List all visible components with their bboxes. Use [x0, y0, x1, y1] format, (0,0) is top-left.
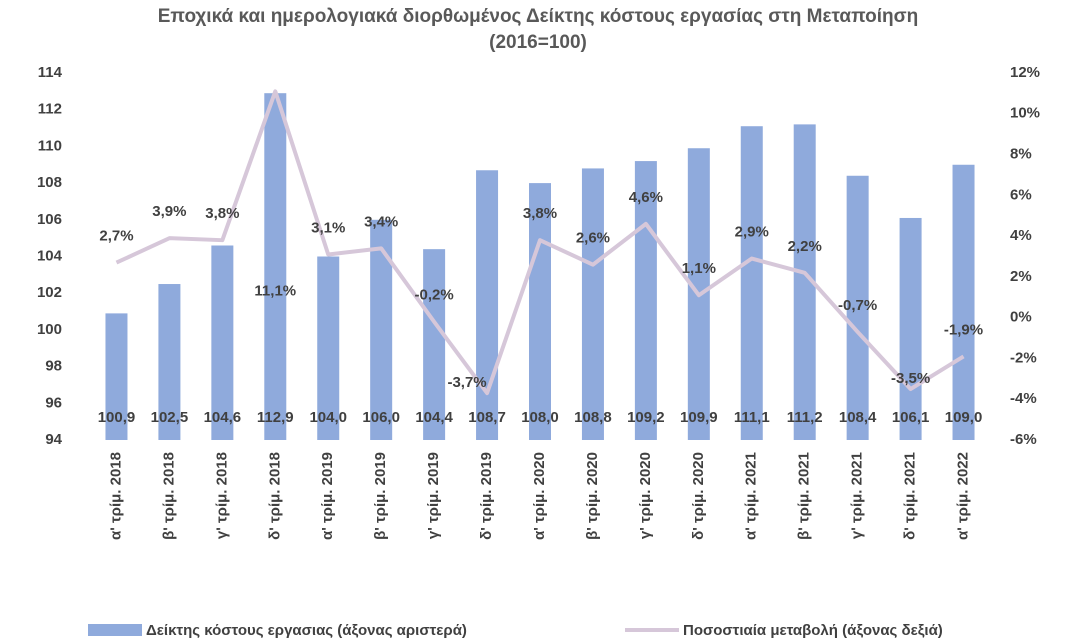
bar	[793, 124, 816, 440]
bar-value-label: 108,8	[574, 409, 612, 426]
x-tick-label: β' τρίμ. 2018	[160, 452, 177, 540]
bar-value-label: 106,1	[892, 409, 930, 426]
x-tick-label: α' τρίμ. 2020	[531, 452, 548, 540]
legend-label: Δείκτης κόστους εργασιας (άξονας αριστερ…	[146, 622, 467, 639]
bar	[158, 284, 181, 440]
y-tick-label: 104	[37, 247, 63, 264]
bar	[899, 217, 922, 440]
legend-swatch	[88, 624, 142, 636]
line	[115, 89, 965, 396]
bar	[317, 256, 340, 440]
x-tick-label: α' τρίμ. 2019	[319, 452, 336, 540]
bar	[529, 183, 551, 440]
line-value-label: -0,2%	[415, 287, 454, 304]
line-value-label: -1,9%	[944, 321, 983, 338]
y-tick-label: 106	[37, 211, 62, 228]
line-value-label: 2,9%	[735, 224, 769, 241]
bar-value-label: 111,1	[734, 409, 770, 426]
bar-value-label: 109,9	[680, 409, 718, 426]
y-tick-label: 100	[37, 321, 62, 338]
line-value-label: -3,5%	[891, 370, 930, 387]
y2-tick-label: 12%	[1010, 64, 1040, 81]
y-tick-label: 94	[45, 431, 62, 448]
line-value-label: 2,7%	[99, 228, 133, 245]
line-value-label: 3,8%	[523, 205, 557, 222]
y2-tick-label: 4%	[1010, 227, 1032, 244]
y-tick-label: 112	[38, 101, 62, 118]
bar-value-label: 104,6	[204, 409, 242, 426]
bar-value-label: 108,0	[521, 409, 559, 426]
x-tick-label: γ' τρίμ. 2020	[637, 452, 654, 539]
bar-value-label: 102,5	[151, 409, 189, 426]
y2-tick-label: 6%	[1010, 186, 1032, 203]
line-value-label: -3,7%	[447, 374, 486, 391]
y-tick-label: 96	[45, 394, 62, 411]
line-value-label: 1,1%	[682, 260, 716, 277]
x-tick-label: δ' τρίμ. 2020	[690, 452, 707, 540]
x-tick-label: γ' τρίμ. 2019	[425, 452, 442, 539]
y-tick-label: 98	[45, 358, 62, 375]
bar	[264, 93, 287, 440]
line-value-label: 4,6%	[629, 189, 663, 206]
y-tick-label: 114	[38, 64, 63, 81]
x-tick-label: δ' τρίμ. 2019	[478, 452, 495, 540]
bar	[370, 219, 393, 440]
x-tick-label: γ' τρίμ. 2021	[849, 452, 866, 539]
x-tick-label: δ' τρίμ. 2021	[902, 452, 919, 540]
bar-value-label: 104,0	[309, 409, 347, 426]
bar	[952, 164, 975, 440]
line-value-label: 3,1%	[311, 219, 345, 236]
chart-title: Εποχικά και ημερολογιακά διορθωμένος Δεί…	[157, 6, 919, 53]
x-tick-label: β' τρίμ. 2019	[372, 452, 389, 540]
y-tick-label: 110	[38, 137, 62, 154]
y2-tick-label: 8%	[1010, 146, 1032, 163]
legend-label: Ποσοστιαία μεταβολή (άξονας δεξιά)	[683, 622, 943, 639]
bar-value-label: 100,9	[98, 409, 136, 426]
bar-value-label: 109,0	[945, 409, 983, 426]
line-value-label: 11,1%	[254, 282, 296, 299]
x-tick-label: β' τρίμ. 2021	[796, 452, 813, 540]
x-tick-label: δ' τρίμ. 2018	[266, 452, 283, 540]
y2-tick-label: -6%	[1010, 431, 1037, 448]
bar	[423, 249, 446, 440]
y-tick-label: 108	[37, 174, 62, 191]
y2-tick-label: 0%	[1010, 309, 1032, 326]
y2-tick-label: 10%	[1010, 105, 1040, 122]
bar-value-label: 104,4	[415, 409, 453, 426]
bar	[211, 245, 234, 440]
y2-tick-label: -2%	[1010, 349, 1037, 366]
x-tick-label: γ' τρίμ. 2018	[213, 452, 230, 539]
bar	[846, 175, 869, 440]
bar-value-label: 108,4	[839, 409, 877, 426]
bar	[581, 168, 604, 441]
bar-value-label: 112,9	[257, 409, 294, 426]
x-tick-label: α' τρίμ. 2022	[954, 452, 971, 540]
x-tick-label: β' τρίμ. 2020	[584, 452, 601, 540]
x-tick-label: α' τρίμ. 2021	[743, 452, 760, 540]
line-value-label: 3,9%	[152, 203, 186, 220]
line-value-label: -0,7%	[838, 297, 877, 314]
y-tick-label: 102	[37, 284, 62, 301]
line-value-label: 3,4%	[364, 213, 398, 230]
y2-tick-label: -4%	[1010, 390, 1037, 407]
line-value-label: 3,8%	[205, 205, 239, 222]
bar-value-label: 109,2	[627, 409, 665, 426]
bar-value-label: 108,7	[468, 409, 506, 426]
x-tick-label: α' τρίμ. 2018	[107, 452, 124, 540]
bar	[476, 170, 499, 440]
bar	[105, 313, 128, 440]
bar-value-label: 106,0	[362, 409, 400, 426]
line-value-label: 2,6%	[576, 230, 610, 247]
bar	[740, 126, 763, 440]
line-value-label: 2,2%	[788, 238, 822, 255]
bar-value-label: 111,2	[787, 409, 823, 426]
y2-tick-label: 2%	[1010, 268, 1032, 285]
